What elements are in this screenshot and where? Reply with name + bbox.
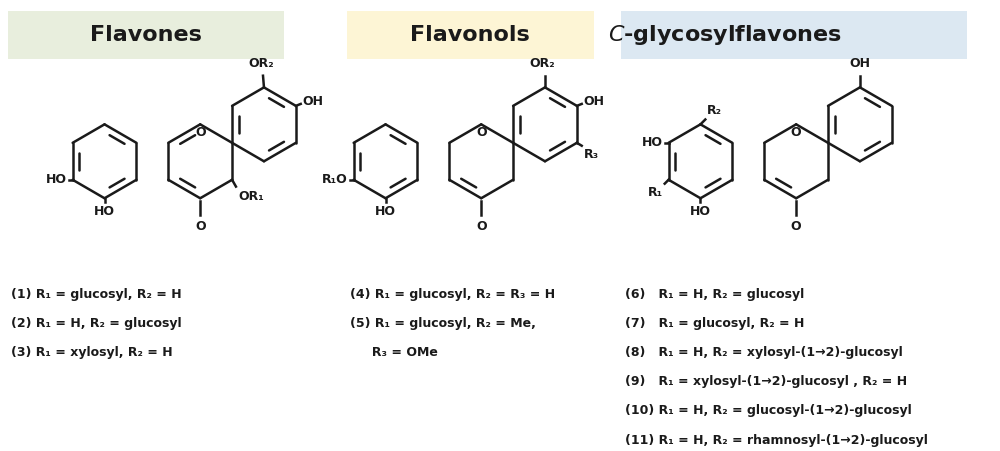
Text: HO: HO bbox=[94, 205, 115, 218]
Text: OH: OH bbox=[303, 96, 324, 109]
Text: HO: HO bbox=[46, 173, 67, 186]
Text: Flavonols: Flavonols bbox=[410, 25, 530, 45]
Text: (3) R₁ = xylosyl, R₂ = H: (3) R₁ = xylosyl, R₂ = H bbox=[11, 346, 172, 359]
Text: OH: OH bbox=[849, 57, 870, 70]
Text: OR₁: OR₁ bbox=[238, 189, 264, 202]
Text: OR₂: OR₂ bbox=[248, 57, 274, 70]
Text: HO: HO bbox=[375, 205, 396, 218]
FancyBboxPatch shape bbox=[8, 10, 284, 59]
Text: R₃: R₃ bbox=[584, 147, 599, 161]
Text: R₃ = OMe: R₃ = OMe bbox=[350, 346, 438, 359]
Text: (11) R₁ = H, R₂ = rhamnosyl-(1→2)-glucosyl: (11) R₁ = H, R₂ = rhamnosyl-(1→2)-glucos… bbox=[625, 433, 928, 446]
Text: O: O bbox=[476, 220, 487, 233]
Text: (9)   R₁ = xylosyl-(1→2)-glucosyl , R₂ = H: (9) R₁ = xylosyl-(1→2)-glucosyl , R₂ = H bbox=[625, 375, 907, 388]
Text: (4) R₁ = glucosyl, R₂ = R₃ = H: (4) R₁ = glucosyl, R₂ = R₃ = H bbox=[350, 288, 555, 301]
Text: R₂: R₂ bbox=[707, 104, 722, 116]
Text: O: O bbox=[195, 220, 206, 233]
Text: (10) R₁ = H, R₂ = glucosyl-(1→2)-glucosyl: (10) R₁ = H, R₂ = glucosyl-(1→2)-glucosy… bbox=[625, 405, 912, 418]
Text: HO: HO bbox=[642, 136, 663, 149]
Text: R₁O: R₁O bbox=[322, 173, 348, 186]
Text: O: O bbox=[195, 126, 206, 139]
Text: OR₂: OR₂ bbox=[529, 57, 555, 70]
Text: (5) R₁ = glucosyl, R₂ = Me,: (5) R₁ = glucosyl, R₂ = Me, bbox=[350, 317, 536, 330]
Text: HO: HO bbox=[690, 205, 711, 218]
Text: (1) R₁ = glucosyl, R₂ = H: (1) R₁ = glucosyl, R₂ = H bbox=[11, 288, 181, 301]
Text: (8)   R₁ = H, R₂ = xylosyl-(1→2)-glucosyl: (8) R₁ = H, R₂ = xylosyl-(1→2)-glucosyl bbox=[625, 346, 903, 359]
Text: O: O bbox=[791, 126, 801, 139]
Text: $\mathit{C}$-glycosylflavones: $\mathit{C}$-glycosylflavones bbox=[608, 23, 842, 47]
Text: R₁: R₁ bbox=[648, 186, 663, 198]
Text: (2) R₁ = H, R₂ = glucosyl: (2) R₁ = H, R₂ = glucosyl bbox=[11, 317, 181, 330]
Text: (7)   R₁ = glucosyl, R₂ = H: (7) R₁ = glucosyl, R₂ = H bbox=[625, 317, 804, 330]
FancyBboxPatch shape bbox=[621, 10, 967, 59]
Text: OH: OH bbox=[584, 96, 605, 109]
FancyBboxPatch shape bbox=[347, 10, 594, 59]
Text: (6)   R₁ = H, R₂ = glucosyl: (6) R₁ = H, R₂ = glucosyl bbox=[625, 288, 804, 301]
Text: O: O bbox=[791, 220, 801, 233]
Text: O: O bbox=[476, 126, 487, 139]
Text: Flavones: Flavones bbox=[90, 25, 202, 45]
